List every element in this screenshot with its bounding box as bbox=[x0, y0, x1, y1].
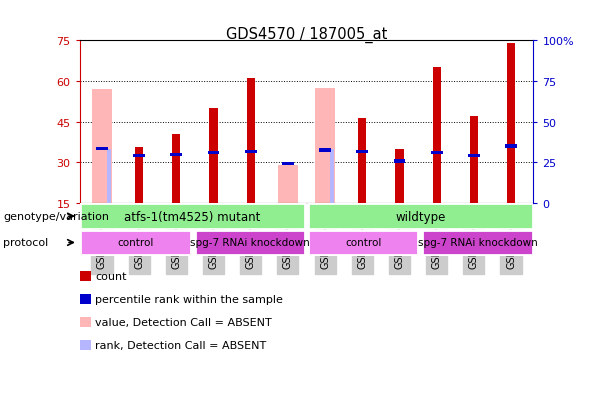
Text: protocol: protocol bbox=[3, 238, 48, 248]
Bar bbox=[92, 90, 112, 203]
Bar bbox=[470, 117, 478, 203]
Bar bbox=[80, 204, 305, 229]
Text: atfs-1(tm4525) mutant: atfs-1(tm4525) mutant bbox=[124, 210, 261, 223]
Bar bbox=[246, 79, 255, 203]
Text: control: control bbox=[345, 238, 381, 248]
Bar bbox=[170, 153, 182, 157]
Bar bbox=[315, 88, 335, 203]
Bar bbox=[80, 272, 91, 282]
Bar bbox=[282, 163, 294, 166]
Bar bbox=[330, 150, 333, 203]
Bar bbox=[172, 135, 180, 203]
Bar bbox=[394, 160, 405, 163]
Bar bbox=[195, 230, 305, 256]
Bar bbox=[433, 68, 441, 203]
Text: spg-7 RNAi knockdown: spg-7 RNAi knockdown bbox=[417, 238, 538, 248]
Text: genotype/variation: genotype/variation bbox=[3, 211, 109, 221]
Text: spg-7 RNAi knockdown: spg-7 RNAi knockdown bbox=[190, 238, 310, 248]
Bar bbox=[505, 145, 517, 148]
Bar bbox=[468, 154, 480, 158]
Bar bbox=[431, 152, 443, 155]
Bar bbox=[356, 150, 368, 154]
Text: wildtype: wildtype bbox=[395, 210, 446, 223]
Bar bbox=[358, 118, 367, 203]
Text: rank, Detection Call = ABSENT: rank, Detection Call = ABSENT bbox=[95, 340, 266, 350]
Text: GDS4570 / 187005_at: GDS4570 / 187005_at bbox=[226, 27, 387, 43]
Text: value, Detection Call = ABSENT: value, Detection Call = ABSENT bbox=[95, 317, 272, 327]
Bar bbox=[278, 166, 298, 203]
Bar bbox=[133, 154, 145, 158]
Bar bbox=[308, 204, 533, 229]
Bar bbox=[422, 230, 533, 256]
Text: count: count bbox=[95, 272, 126, 282]
Bar bbox=[107, 150, 110, 203]
Bar bbox=[80, 340, 91, 350]
Bar bbox=[80, 230, 191, 256]
Bar bbox=[208, 152, 219, 155]
Bar bbox=[245, 150, 257, 154]
Bar bbox=[80, 294, 91, 304]
Text: percentile rank within the sample: percentile rank within the sample bbox=[95, 294, 283, 304]
Bar bbox=[96, 148, 108, 151]
Bar bbox=[210, 109, 218, 203]
Bar bbox=[135, 148, 143, 203]
Bar bbox=[395, 150, 403, 203]
Bar bbox=[319, 149, 331, 152]
Bar bbox=[80, 317, 91, 327]
Bar bbox=[507, 44, 515, 203]
Text: control: control bbox=[117, 238, 154, 248]
Bar bbox=[308, 230, 418, 256]
